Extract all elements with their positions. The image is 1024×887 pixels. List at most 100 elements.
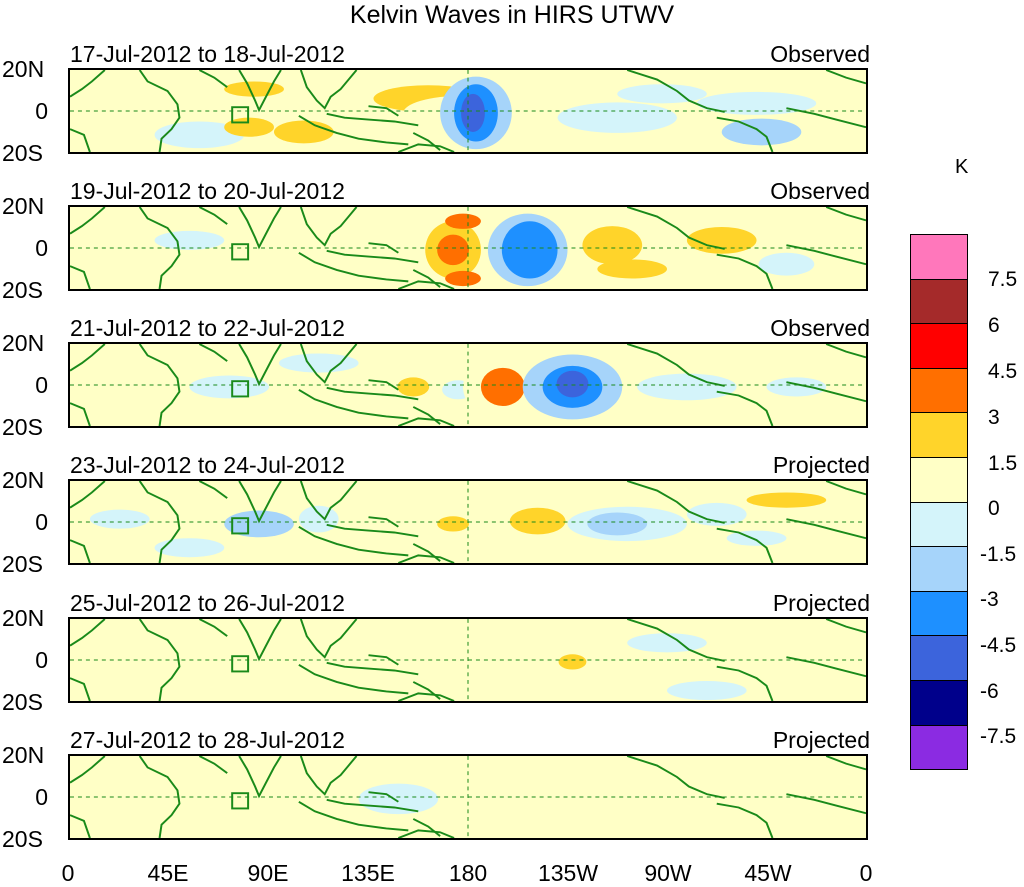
coastline xyxy=(238,756,282,799)
reference-box xyxy=(231,655,250,673)
coastline xyxy=(238,207,282,250)
colorbar-tick-label: 6 xyxy=(988,314,1000,337)
lat-label-equator: 0 xyxy=(35,647,48,673)
panel-status: Observed xyxy=(770,315,870,341)
anomaly-contour xyxy=(587,512,648,536)
colorbar-swatch xyxy=(910,546,968,592)
coastline xyxy=(326,523,419,538)
panel-date-range: 25-Jul-2012 to 26-Jul-2012 xyxy=(70,590,345,616)
lat-label-20s: 20S xyxy=(2,414,43,440)
anomaly-contour xyxy=(558,654,587,670)
lat-label-20n: 20N xyxy=(2,56,45,82)
coastline xyxy=(198,344,228,362)
panel-date-range: 23-Jul-2012 to 24-Jul-2012 xyxy=(70,452,345,478)
anomaly-contour xyxy=(667,680,747,701)
anomaly-contour xyxy=(129,646,250,678)
coastline xyxy=(138,207,181,289)
colorbar-tick-label: -3 xyxy=(980,588,999,611)
coastline xyxy=(786,793,866,815)
coastline xyxy=(238,344,282,387)
anomaly-contour xyxy=(71,375,108,399)
coastline xyxy=(626,70,725,113)
anomaly-contour xyxy=(557,102,677,133)
coastline xyxy=(70,619,106,701)
coastline xyxy=(326,386,419,401)
lon-tick-label: 90E xyxy=(247,860,289,886)
coastline xyxy=(238,70,282,113)
coastline xyxy=(716,116,774,152)
coastline xyxy=(138,481,181,563)
anomaly-contour xyxy=(766,377,827,397)
anomaly-contour xyxy=(746,492,827,508)
coastline xyxy=(412,818,441,837)
anomaly-contour xyxy=(437,234,469,266)
lat-label-20s: 20S xyxy=(2,140,43,166)
coastline xyxy=(716,802,774,838)
panel-date-range: 19-Jul-2012 to 20-Jul-2012 xyxy=(70,178,345,204)
anomaly-contour xyxy=(338,246,399,273)
anomaly-contour xyxy=(318,656,419,687)
anomaly-contour xyxy=(273,804,384,832)
colorbar-swatch xyxy=(910,456,968,503)
coastline xyxy=(412,269,441,288)
anomaly-contour xyxy=(509,507,566,535)
coastline xyxy=(326,798,419,813)
lat-label-20n: 20N xyxy=(2,742,45,768)
coastline xyxy=(716,527,774,563)
anomaly-contour xyxy=(497,777,638,820)
lat-label-20n: 20N xyxy=(2,193,45,219)
anomaly-contour xyxy=(582,226,643,265)
lat-label-equator: 0 xyxy=(35,784,48,810)
coastline xyxy=(786,244,866,266)
anomaly-contour xyxy=(358,783,439,815)
colorbar-swatch xyxy=(910,412,968,458)
lon-tick-label: 180 xyxy=(448,860,488,886)
coastline xyxy=(326,661,419,676)
coastline xyxy=(412,132,441,151)
coastline xyxy=(238,481,282,524)
anomaly-contour xyxy=(437,516,469,532)
coastline xyxy=(368,105,399,117)
figure-title: Kelvin Waves in HIRS UTWV xyxy=(349,1,675,29)
lon-tick-label: 135E xyxy=(341,860,395,886)
colorbar-swatch xyxy=(910,501,968,548)
colorbar-tick-label: 1.5 xyxy=(988,452,1018,475)
lon-tick-label: 0 xyxy=(859,860,873,886)
coastline xyxy=(786,518,866,540)
colorbar-swatch xyxy=(910,234,968,280)
anomaly-map xyxy=(68,479,868,565)
anomaly-contour xyxy=(273,120,334,144)
coastline xyxy=(198,207,228,225)
lat-label-20s: 20S xyxy=(2,826,43,852)
coastline xyxy=(368,379,399,391)
anomaly-contour xyxy=(480,367,525,406)
coastline xyxy=(786,381,866,403)
anomaly-contour xyxy=(154,121,245,149)
coastline xyxy=(299,481,358,521)
reference-box xyxy=(231,792,250,810)
anomaly-contour xyxy=(229,773,349,797)
reference-box xyxy=(231,243,250,261)
panel-status: Observed xyxy=(770,178,870,204)
map-canvas xyxy=(70,481,866,563)
coastline xyxy=(626,756,725,799)
lat-label-20n: 20N xyxy=(2,467,45,493)
coastline xyxy=(138,619,181,701)
anomaly-contour xyxy=(388,643,508,671)
coastline xyxy=(298,388,409,420)
coastline xyxy=(299,344,358,384)
coastline xyxy=(412,543,441,562)
lat-label-20s: 20S xyxy=(2,551,43,577)
map-canvas xyxy=(70,70,866,152)
anomaly-map xyxy=(68,342,868,428)
coastline xyxy=(825,207,866,222)
map-canvas xyxy=(70,207,866,289)
coastline xyxy=(716,253,774,289)
coastline xyxy=(70,481,106,563)
coastline xyxy=(198,481,228,499)
anomaly-contour xyxy=(239,676,359,696)
anomaly-contour xyxy=(397,377,430,397)
coastline xyxy=(138,70,181,152)
coastline xyxy=(626,481,725,524)
coastline xyxy=(825,481,866,496)
